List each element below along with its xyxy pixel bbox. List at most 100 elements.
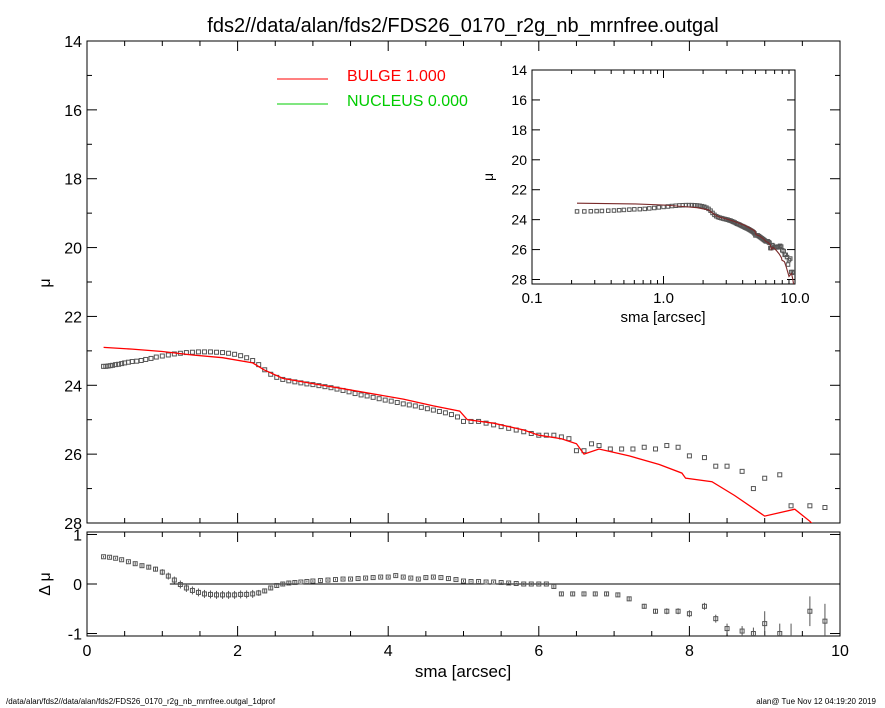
- main-data-point: [675, 444, 681, 450]
- inset-data-point: [588, 209, 594, 214]
- main-data-point: [543, 432, 549, 438]
- main-data-point: [328, 385, 334, 391]
- inset-data-point: [594, 208, 599, 214]
- inset-y-tick-label: 18: [511, 122, 527, 138]
- residual-x-tick-label: 8: [685, 643, 694, 660]
- residual-data-point: [250, 591, 256, 597]
- main-data-point: [424, 406, 430, 412]
- inset-data-point: [651, 205, 657, 211]
- main-y-tick-label: 24: [64, 378, 82, 395]
- inset-data-point: [616, 207, 622, 213]
- residual-data-point: [713, 616, 719, 622]
- residual-data-point: [408, 575, 414, 581]
- residual-data-point: [468, 579, 474, 585]
- inset-data-point: [647, 206, 652, 211]
- inset-data-point: [627, 207, 632, 212]
- main-data-point: [400, 401, 406, 407]
- main-y-tick-label: 26: [64, 447, 82, 464]
- inset-log-panel: 14 16 18 20 22 24 26 28 0.1 1.0 10.0 μ sma [arcse…: [480, 62, 810, 326]
- inset-plot-frame: [531, 69, 796, 285]
- main-data-point: [370, 394, 376, 400]
- residual-data-point: [453, 577, 459, 583]
- main-y-tick-label: 16: [64, 103, 82, 120]
- residual-data-point: [415, 576, 421, 582]
- residual-data-point: [317, 578, 323, 584]
- inset-data-point: [785, 262, 791, 267]
- residual-data-point: [268, 585, 274, 591]
- inset-y-tick-label: 16: [511, 92, 527, 108]
- residual-data-point: [325, 577, 331, 583]
- residual-data-point: [615, 592, 621, 598]
- residual-data-point: [543, 581, 549, 587]
- residual-data-point: [348, 576, 354, 582]
- inset-data-point: [642, 206, 647, 212]
- main-data-point: [143, 356, 149, 362]
- residual-data-point: [220, 592, 226, 598]
- inset-data-point: [611, 208, 617, 213]
- residual-data-point: [385, 574, 391, 580]
- main-data-point: [201, 349, 207, 355]
- residual-data-point: [146, 564, 152, 570]
- main-profile-panel: 14 16 18 20 22 24 26 28 μ BULGE 1.000 NUCLEUS 0…: [37, 34, 841, 533]
- residual-data-point: [653, 608, 659, 614]
- main-data-point: [148, 355, 154, 361]
- residual-data-point: [777, 631, 783, 636]
- main-data-point: [807, 503, 813, 509]
- main-data-point: [573, 448, 579, 454]
- residual-x-tick-label: 0: [83, 643, 92, 660]
- figure-title: fds2//data/alan/fds2/FDS26_0170_r2g_nb_m…: [207, 15, 718, 37]
- residual-data-point: [476, 579, 482, 585]
- inset-y-tick-label: 28: [511, 272, 527, 288]
- residual-data-point: [201, 591, 207, 597]
- residual-data-point: [165, 573, 171, 579]
- inset-y-tick-label: 14: [511, 62, 527, 78]
- main-data-point: [316, 383, 322, 389]
- residual-data-point: [641, 603, 647, 609]
- residual-data-point: [513, 581, 519, 587]
- residual-data-point: [807, 608, 813, 614]
- main-data-point: [220, 350, 226, 356]
- inset-data-point: [621, 207, 627, 213]
- inset-x-axis: 0.1 1.0 10.0: [522, 70, 810, 307]
- inset-data-point: [574, 209, 580, 214]
- inset-y-axis-label: μ: [480, 173, 496, 181]
- residual-data-point: [570, 591, 576, 597]
- main-data-point: [641, 444, 647, 450]
- residual-data-point: [506, 580, 512, 586]
- main-data-point: [376, 396, 382, 402]
- main-y-tick-label: 18: [64, 172, 82, 189]
- residual-data-point: [207, 591, 213, 597]
- inset-x-axis-label: sma [arcsec]: [620, 309, 705, 326]
- main-data-point: [214, 349, 220, 355]
- residual-data-point: [498, 580, 504, 586]
- residual-x-tick-label: 6: [534, 643, 543, 660]
- residual-data-point: [438, 575, 444, 581]
- legend-nucleus-label: NUCLEUS 0.000: [347, 93, 468, 110]
- residual-data-point: [822, 618, 828, 624]
- inset-data-point: [777, 243, 783, 249]
- inset-data-point: [599, 208, 605, 214]
- inset-data-point: [637, 206, 643, 212]
- main-data-point: [739, 468, 745, 474]
- residual-data-point: [686, 611, 692, 617]
- main-data-point: [134, 358, 140, 364]
- inset-data-point: [605, 208, 611, 213]
- inset-y-tick-label: 26: [511, 242, 527, 258]
- inset-y-tick-label: 20: [511, 152, 527, 168]
- residual-series-layer: [101, 554, 840, 636]
- main-data-point: [777, 472, 783, 478]
- main-data-point: [394, 400, 400, 405]
- inset-data-point: [791, 270, 795, 276]
- main-data-point: [430, 407, 436, 413]
- residual-data-point: [491, 579, 497, 585]
- residual-y-tick-label: 0: [73, 577, 82, 594]
- residual-data-point: [521, 581, 527, 587]
- inset-data-point: [582, 209, 587, 214]
- residual-data-point: [304, 579, 310, 585]
- residual-data-point: [125, 559, 131, 565]
- main-data-point: [226, 350, 232, 356]
- residual-data-point: [461, 578, 466, 584]
- residual-data-point: [159, 569, 165, 575]
- residual-data-point: [262, 588, 268, 594]
